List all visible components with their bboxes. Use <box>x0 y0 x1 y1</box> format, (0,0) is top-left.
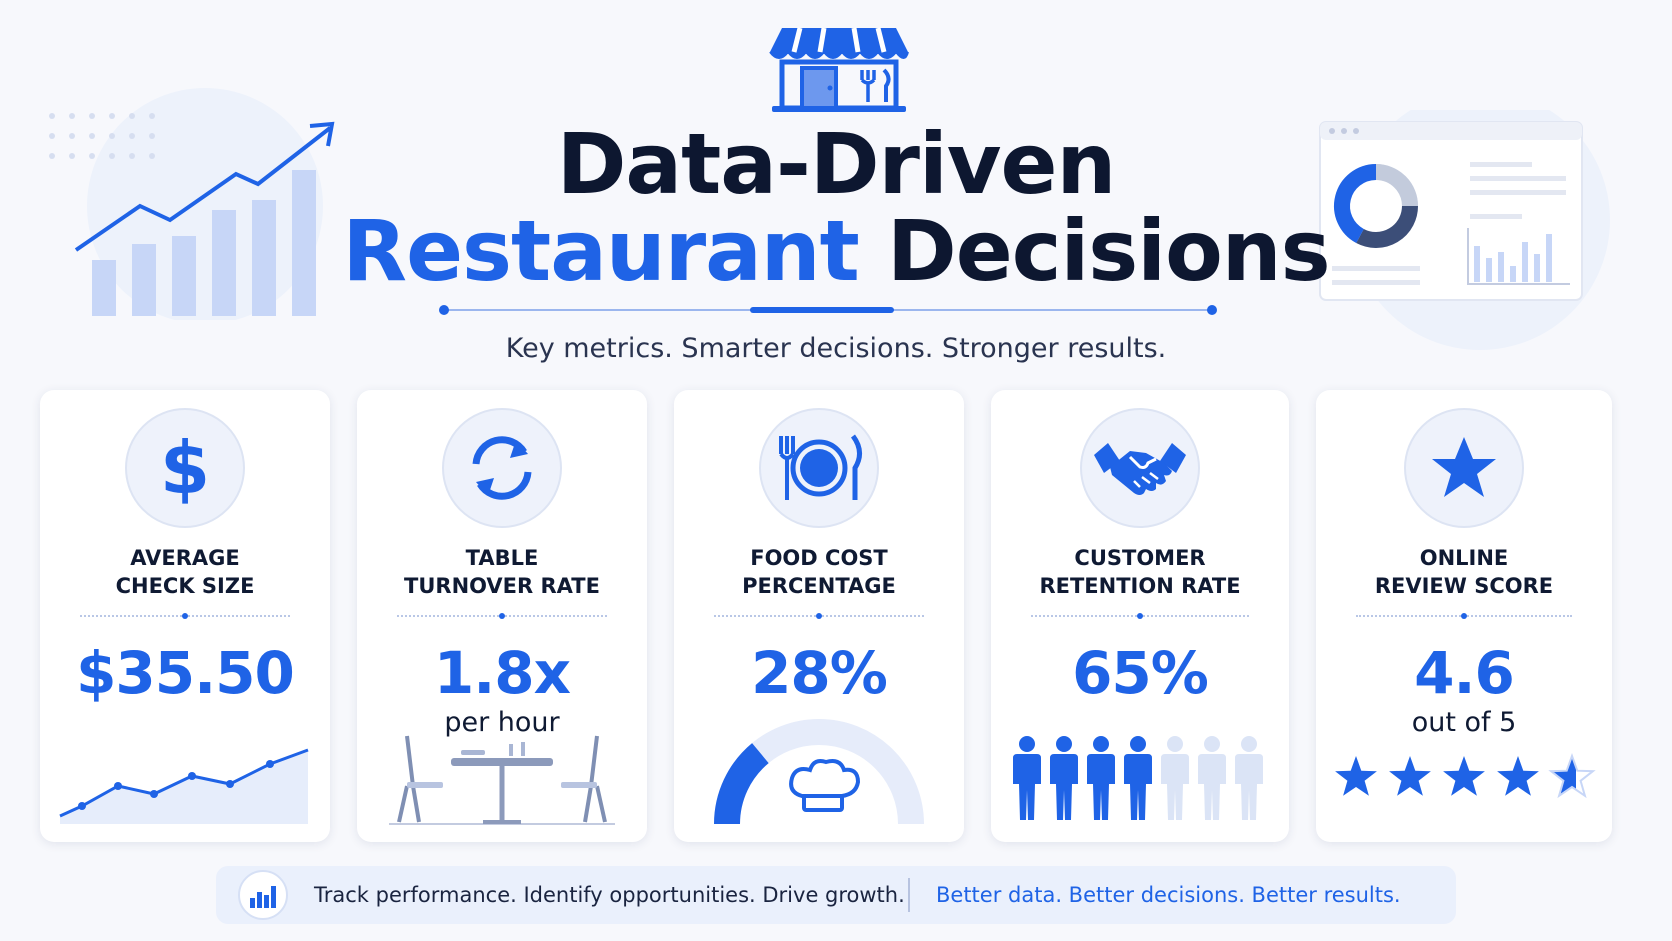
metric-card-food-cost: FOOD COST PERCENTAGE 28% <box>674 390 964 842</box>
page-title-line1: Data-Driven <box>556 115 1117 213</box>
metric-value: 28% <box>751 639 888 707</box>
metric-card-table-turnover: TABLE TURNOVER RATE 1.8x per hour <box>357 390 647 842</box>
plate-cutlery-glyph <box>779 434 862 500</box>
star-icon <box>1404 408 1524 528</box>
card-separator <box>80 612 290 620</box>
metric-label: CUSTOMER RETENTION RATE <box>1039 546 1241 598</box>
page-title-line2: Restaurant Decisions <box>0 205 1672 297</box>
metric-value: 4.6 <box>1414 639 1515 707</box>
rating-star-icon <box>1497 756 1539 796</box>
metric-card-customer-retention: CUSTOMER RETENTION RATE 65% <box>991 390 1289 842</box>
page-title-accent: Restaurant <box>342 202 859 300</box>
people-retention-graphic <box>1013 736 1263 820</box>
metric-label: TABLE TURNOVER RATE <box>404 546 600 598</box>
refresh-icon <box>442 408 562 528</box>
footer-divider <box>908 878 910 912</box>
person-icon-empty <box>1235 736 1263 820</box>
chef-hat-icon <box>789 759 861 812</box>
food-cost-gauge <box>714 719 924 825</box>
footer-tagline: Track performance. Identify opportunitie… <box>314 883 905 907</box>
metric-label: AVERAGE CHECK SIZE <box>115 546 255 598</box>
handshake-icon <box>1080 408 1200 528</box>
dashboard-window-decoration <box>1319 110 1610 350</box>
handshake-glyph <box>1094 443 1186 495</box>
bar-chart-icon <box>238 870 288 920</box>
person-icon-filled <box>1124 736 1152 820</box>
star-glyph <box>1432 437 1496 497</box>
metric-value: 1.8x <box>433 639 571 707</box>
footer-banner: Track performance. Identify opportunitie… <box>216 866 1456 924</box>
metric-label: ONLINE REVIEW SCORE <box>1374 546 1554 598</box>
star-rating <box>1335 753 1596 799</box>
growth-chart-decoration <box>49 88 335 320</box>
person-icon-filled <box>1013 736 1041 820</box>
metric-value: 65% <box>1072 639 1209 707</box>
metric-unit: per hour <box>444 707 560 738</box>
rating-star-icon <box>1389 756 1431 796</box>
restaurant-storefront-icon <box>769 27 909 112</box>
dollar-icon: $ <box>125 408 245 528</box>
page-title-rest: Decisions <box>858 202 1331 300</box>
card-separator <box>714 612 924 620</box>
page-subtitle: Key metrics. Smarter decisions. Stronger… <box>505 333 1167 364</box>
person-icon-filled <box>1087 736 1115 820</box>
plate-cutlery-icon <box>759 408 879 528</box>
metric-card-average-check: $ AVERAGE CHECK SIZE $35.50 <box>40 390 330 842</box>
table-chairs-illustration <box>389 735 615 825</box>
metric-value: $35.50 <box>76 639 295 707</box>
metric-label: FOOD COST PERCENTAGE <box>742 546 896 598</box>
card-separator <box>1356 612 1572 620</box>
person-icon-empty <box>1161 736 1189 820</box>
metric-unit: out of 5 <box>1411 707 1517 738</box>
footer-slogan: Better data. Better decisions. Better re… <box>936 883 1401 907</box>
trend-line-chart <box>59 748 309 824</box>
rating-star-icon <box>1443 756 1485 796</box>
card-separator <box>397 612 607 620</box>
rating-star-icon <box>1548 753 1596 799</box>
gauge-fill <box>714 743 769 825</box>
metric-card-online-review: ONLINE REVIEW SCORE 4.6 out of 5 <box>1316 390 1612 842</box>
person-icon-filled <box>1050 736 1078 820</box>
rating-star-icon <box>1335 756 1377 796</box>
card-separator <box>1031 612 1249 620</box>
refresh-arrows <box>472 436 532 500</box>
person-icon-empty <box>1198 736 1226 820</box>
title-divider <box>439 305 1217 315</box>
